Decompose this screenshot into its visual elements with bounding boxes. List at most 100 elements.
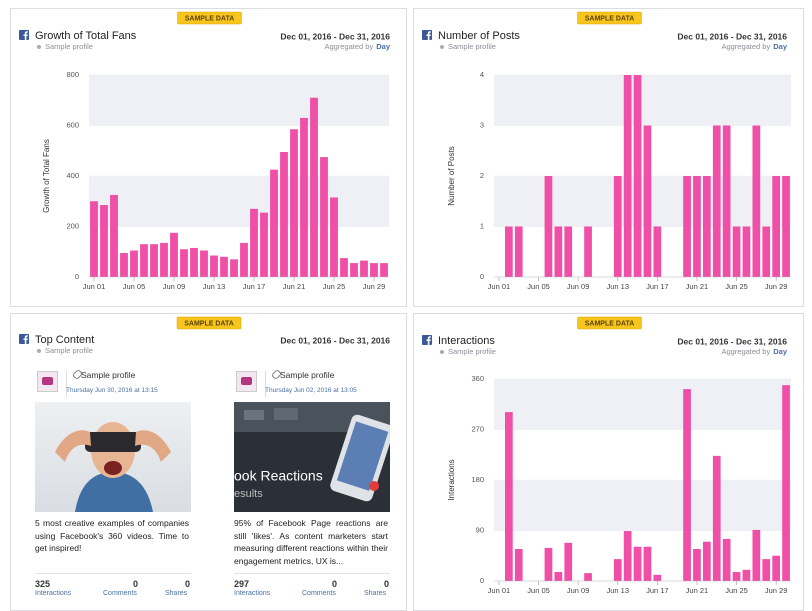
badge-text: SAMPLE DATA bbox=[185, 15, 235, 22]
profile-dot bbox=[440, 45, 444, 49]
x-tick-label: Jun 05 bbox=[123, 282, 146, 291]
bar bbox=[722, 538, 731, 581]
avatar bbox=[37, 371, 58, 392]
shares-count: 0 bbox=[384, 579, 390, 589]
bar bbox=[280, 152, 288, 277]
bars bbox=[504, 75, 790, 277]
y-axis-label: Growth of Total Fans bbox=[42, 139, 51, 213]
bar bbox=[564, 226, 573, 277]
x-tick-label: Jun 29 bbox=[363, 282, 386, 291]
bars bbox=[90, 97, 388, 277]
bar bbox=[514, 549, 523, 581]
interactions-label: Interactions bbox=[234, 590, 271, 597]
post-profile: Sample profile bbox=[81, 370, 136, 380]
x-tick-label: Jun 05 bbox=[527, 282, 550, 291]
bar bbox=[140, 244, 148, 277]
post-image: ook Reactions esults bbox=[234, 402, 390, 512]
bar bbox=[220, 256, 228, 277]
bar bbox=[310, 97, 318, 277]
bar bbox=[752, 529, 761, 581]
bar bbox=[110, 194, 118, 277]
bar bbox=[200, 250, 208, 277]
bars bbox=[504, 385, 790, 581]
y-tick-label: 4 bbox=[480, 70, 484, 79]
bar bbox=[712, 125, 721, 277]
x-tick-label: Jun 21 bbox=[686, 282, 709, 291]
y-tick-label: 200 bbox=[66, 221, 79, 230]
chart-title: Number of Posts bbox=[438, 30, 520, 42]
date-range: Dec 01, 2016 - Dec 31, 2016 bbox=[280, 335, 390, 345]
y-tick-label: 600 bbox=[66, 120, 79, 129]
x-tick-label: Jun 29 bbox=[765, 282, 788, 291]
bar bbox=[190, 247, 198, 277]
profile-dot bbox=[37, 45, 41, 49]
y-tick-label: 400 bbox=[66, 171, 79, 180]
profile-dot bbox=[440, 350, 444, 354]
y-tick-label: 0 bbox=[480, 272, 484, 281]
facebook-glyph bbox=[23, 335, 28, 344]
bar bbox=[762, 559, 771, 581]
divider bbox=[234, 573, 390, 574]
badge-text: SAMPLE DATA bbox=[585, 320, 635, 327]
x-tick-label: Jun 13 bbox=[606, 586, 629, 595]
panel: SAMPLE DATA Number of Posts Sample profile… bbox=[413, 8, 804, 307]
y-tick-label: 360 bbox=[471, 374, 484, 383]
bar bbox=[150, 244, 158, 277]
bar bbox=[504, 226, 513, 277]
bar bbox=[130, 250, 138, 277]
panel: SAMPLE DATA Interactions Sample profile Dec… bbox=[413, 313, 804, 611]
x-tick-label: Jun 01 bbox=[488, 586, 511, 595]
bar bbox=[160, 242, 168, 277]
facebook-glyph bbox=[23, 31, 28, 40]
y-axis-label: Number of Posts bbox=[447, 146, 456, 206]
bar bbox=[514, 226, 523, 277]
panel: SAMPLE DATA Top Content Sample profile D… bbox=[10, 313, 407, 611]
post-card[interactable]: Sample profile Thursday Jun 02, 2016 at … bbox=[234, 366, 390, 604]
grid-band bbox=[89, 176, 389, 227]
post-card[interactable]: Sample profile Thursday Jun 30, 2016 at … bbox=[35, 366, 191, 604]
y-tick-label: 0 bbox=[480, 576, 484, 585]
facebook-glyph bbox=[426, 336, 431, 345]
x-tick-label: Jun 09 bbox=[567, 282, 590, 291]
y-tick-label: 800 bbox=[66, 70, 79, 79]
grid-band bbox=[494, 75, 791, 126]
bar bbox=[330, 197, 338, 277]
grid-band bbox=[494, 379, 791, 430]
divider bbox=[265, 371, 266, 397]
bar bbox=[623, 75, 632, 277]
bar bbox=[683, 176, 691, 277]
date-range: Dec 01, 2016 - Dec 31, 2016 bbox=[677, 31, 787, 41]
x-tick-label: Jun 01 bbox=[488, 282, 511, 291]
bar bbox=[722, 125, 731, 277]
bar bbox=[380, 263, 388, 277]
facebook-glyph bbox=[426, 31, 431, 40]
bar bbox=[772, 176, 781, 277]
aggregation-value: Day bbox=[773, 347, 788, 356]
avatar bbox=[236, 371, 257, 392]
x-tick-label: Jun 29 bbox=[765, 586, 788, 595]
bar bbox=[554, 572, 563, 581]
x-tick-label: Jun 21 bbox=[686, 586, 709, 595]
y-tick-label: 180 bbox=[471, 475, 484, 484]
bar bbox=[693, 549, 701, 581]
bar bbox=[240, 242, 248, 277]
x-tick-label: Jun 17 bbox=[646, 586, 669, 595]
bar bbox=[270, 169, 278, 277]
post-date: Thursday Jun 30, 2016 at 13:15 bbox=[66, 387, 158, 394]
bar bbox=[170, 232, 178, 277]
badge bbox=[176, 316, 242, 330]
post-image bbox=[35, 402, 191, 512]
avatar-icon bbox=[241, 377, 252, 385]
bar bbox=[290, 129, 298, 277]
bar bbox=[584, 226, 592, 277]
y-tick-label: 0 bbox=[75, 272, 79, 281]
comments-label: Comments bbox=[302, 590, 336, 597]
aggregation: Aggregated by Day bbox=[324, 42, 390, 51]
bar bbox=[554, 226, 563, 277]
comments-count: 0 bbox=[332, 579, 338, 589]
x-tick-label: Jun 09 bbox=[163, 282, 186, 291]
bar bbox=[732, 226, 741, 277]
post-date: Thursday Jun 02, 2016 at 13:05 bbox=[265, 387, 357, 394]
